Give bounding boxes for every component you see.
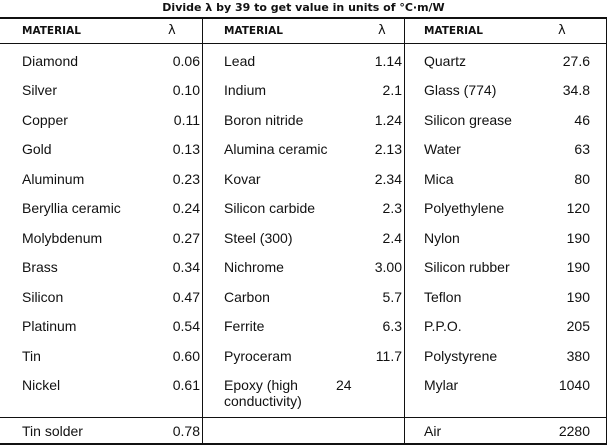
lambda-value: 80 [574, 171, 590, 187]
lambda-value: 205 [566, 318, 590, 334]
material-name: Polyethylene [424, 200, 505, 216]
lambda-value: 63 [574, 141, 590, 157]
material-name: Silicon grease [424, 112, 512, 128]
material-name: Tin [22, 348, 41, 364]
header-lambda-1: λ [168, 23, 176, 38]
material-name: Pyroceram [224, 348, 292, 364]
table-bottom-rule [0, 443, 607, 445]
material-name: Platinum [22, 318, 77, 334]
lambda-value: 2.13 [374, 141, 402, 157]
material-name: Indium [224, 82, 267, 98]
lambda-value: 46 [574, 112, 590, 128]
lambda-value: 2.3 [382, 200, 402, 216]
material-name: Silicon carbide [224, 200, 316, 216]
material-name: Nylon [424, 230, 460, 246]
table-caption: Divide λ by 39 to get value in units of … [162, 1, 445, 14]
table-top-rule [0, 17, 607, 19]
material-name: Lead [224, 53, 256, 69]
last-row-rule [0, 417, 607, 418]
lambda-value: 1.24 [374, 112, 402, 128]
lambda-value: 2.34 [374, 171, 402, 187]
lambda-value: 0.24 [172, 200, 200, 216]
header-lambda-3: λ [558, 23, 566, 38]
header-material-3: MATERIAL [424, 25, 483, 37]
lambda-value: 0.34 [172, 259, 200, 275]
lambda-value: 0.06 [172, 53, 200, 69]
material-name: Nickel [22, 377, 61, 393]
lambda-value: 24 [336, 377, 352, 393]
lambda-value: 190 [566, 289, 590, 305]
lambda-value: 2280 [558, 423, 590, 439]
material-name: Silver [22, 82, 58, 98]
material-name: Aluminum [22, 171, 85, 187]
column-divider [404, 17, 405, 445]
lambda-value: 0.60 [172, 348, 200, 364]
material-name: Gold [22, 141, 52, 157]
lambda-value: 2.1 [382, 82, 402, 98]
lambda-value: 11.7 [375, 348, 402, 364]
lambda-value: 0.61 [172, 377, 200, 393]
material-name: Molybdenum [22, 230, 103, 246]
material-name: P.P.O. [424, 318, 462, 334]
material-name: Carbon [224, 289, 270, 305]
material-name: Quartz [424, 53, 467, 69]
lambda-value: 5.7 [382, 289, 402, 305]
material-name: Beryllia ceramic [22, 200, 121, 216]
material-name: Mylar [424, 377, 459, 393]
material-name: Nichrome [224, 259, 284, 275]
column-divider [202, 17, 203, 445]
material-name: Steel (300) [224, 230, 293, 246]
material-name: Teflon [424, 289, 462, 305]
material-name: Silicon rubber [424, 259, 510, 275]
lambda-value: 0.10 [172, 82, 200, 98]
material-name: Water [424, 141, 461, 157]
lambda-value: 3.00 [374, 259, 402, 275]
lambda-value: 0.13 [172, 141, 200, 157]
material-name: Brass [22, 259, 58, 275]
header-material-1: MATERIAL [22, 25, 81, 37]
lambda-value: 0.47 [172, 289, 200, 305]
material-name: Ferrite [224, 318, 265, 334]
header-rule [0, 43, 607, 44]
material-name: Copper [22, 112, 68, 128]
lambda-value: 2.4 [382, 230, 402, 246]
material-name: Alumina ceramic [224, 141, 328, 157]
lambda-value: 0.23 [172, 171, 200, 187]
material-name: Diamond [22, 53, 79, 69]
lambda-value: 380 [566, 348, 590, 364]
lambda-value: 0.78 [172, 423, 200, 439]
material-name: Tin solder [22, 423, 83, 439]
lambda-value: 190 [566, 259, 590, 275]
material-name: Air [424, 423, 442, 439]
lambda-value: 27.6 [562, 53, 590, 69]
material-name: Silicon [22, 289, 64, 305]
material-name: Epoxy (high conductivity) [224, 377, 302, 409]
header-material-2: MATERIAL [224, 25, 283, 37]
lambda-value: 1040 [558, 377, 590, 393]
material-name: Polystyrene [424, 348, 498, 364]
material-name: Boron nitride [224, 112, 304, 128]
lambda-value: 34.8 [562, 82, 590, 98]
lambda-value: 0.54 [172, 318, 200, 334]
lambda-value: 1.14 [374, 53, 402, 69]
material-name: Mica [424, 171, 454, 187]
material-name: Kovar [224, 171, 261, 187]
material-name: Glass (774) [424, 82, 497, 98]
lambda-value: 0.27 [172, 230, 200, 246]
lambda-value: 190 [566, 230, 590, 246]
lambda-value: 120 [566, 200, 590, 216]
lambda-value: 0.11 [173, 112, 200, 128]
header-lambda-2: λ [378, 23, 386, 38]
lambda-value: 6.3 [382, 318, 402, 334]
